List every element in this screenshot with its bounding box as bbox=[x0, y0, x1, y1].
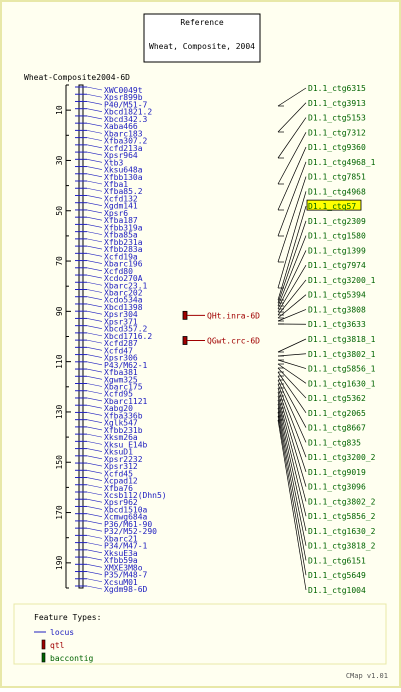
header-subtitle: Wheat, Composite, 2004 bbox=[149, 42, 255, 51]
legend-contig-swatch bbox=[42, 653, 45, 662]
locus-label[interactable]: Xgdm98-6D bbox=[104, 585, 148, 594]
contig-label[interactable]: D1.1_ctg1399 bbox=[308, 246, 366, 255]
scale-tick-label: 30 bbox=[55, 155, 64, 165]
contig-label[interactable]: D1.1_ctg2065 bbox=[308, 409, 366, 418]
contig-label[interactable]: D1.1_ctg7851 bbox=[308, 173, 366, 182]
qtl-glyph[interactable] bbox=[183, 311, 187, 319]
version-label: CMap v1.01 bbox=[346, 672, 388, 680]
scale-tick-label: 90 bbox=[55, 306, 64, 316]
scale-tick-label: 10 bbox=[55, 105, 64, 115]
contig-label[interactable]: D1.1_ctg5856_1 bbox=[308, 365, 376, 374]
contig-label[interactable]: D1.1_ctg6151 bbox=[308, 556, 366, 565]
contig-label[interactable]: D1.1_ctg9360 bbox=[308, 143, 366, 152]
header-box: Reference Wheat, Composite, 2004 bbox=[144, 14, 260, 62]
contig-label[interactable]: D1.1_ctg2309 bbox=[308, 217, 366, 226]
contig-label[interactable]: D1.1_ctg8667 bbox=[308, 424, 366, 433]
contig-label[interactable]: D1.1_ctg3808 bbox=[308, 305, 366, 314]
legend-item-label: locus bbox=[50, 628, 74, 637]
contig-label[interactable]: D1.1_ctg1630_1 bbox=[308, 379, 376, 388]
contig-label[interactable]: D1.1_ctg4968_1 bbox=[308, 158, 376, 167]
scale-tick-label: 150 bbox=[55, 455, 64, 470]
contig-label[interactable]: D1.1_ctg5649 bbox=[308, 571, 366, 580]
contig-label[interactable]: D1.1_ctg3200_2 bbox=[308, 453, 376, 462]
scale-tick-label: 110 bbox=[55, 354, 64, 369]
qtl-glyph[interactable] bbox=[183, 337, 187, 345]
map-title[interactable]: Wheat-Composite2004-6D bbox=[24, 73, 130, 82]
contig-label[interactable]: D1.1_ctg6315 bbox=[308, 84, 366, 93]
contig-label[interactable]: D1.1_ctg7312 bbox=[308, 128, 366, 137]
legend-title: Feature Types: bbox=[34, 613, 101, 622]
legend-qtl-swatch bbox=[42, 640, 45, 649]
contig-label[interactable]: D1.1_ctg7974 bbox=[308, 261, 366, 270]
contig-label[interactable]: D1.1_ctg3802_2 bbox=[308, 497, 376, 506]
scale-tick-label: 70 bbox=[55, 256, 64, 266]
qtl-label[interactable]: QHt.inra-6D bbox=[207, 311, 260, 320]
contig-label[interactable]: D1.1_ctg5153 bbox=[308, 114, 366, 123]
header-title: Reference bbox=[180, 18, 224, 27]
contig-label[interactable]: D1.1_ctg3096 bbox=[308, 483, 366, 492]
contig-label[interactable]: D1.1_ctg1004 bbox=[308, 586, 366, 595]
contig-label[interactable]: D1.1_ctg5856_2 bbox=[308, 512, 376, 521]
qtl-label[interactable]: QGwt.crc-6D bbox=[207, 337, 260, 346]
legend: Feature Types: locus qtl baccontig bbox=[14, 604, 386, 664]
contig-label[interactable]: D1.1_ctg1630_2 bbox=[308, 527, 376, 536]
scale-tick-label: 170 bbox=[55, 505, 64, 520]
scale-tick-label: 190 bbox=[55, 555, 64, 570]
contig-label[interactable]: D1.1_ctg57 bbox=[308, 202, 356, 211]
contig-label[interactable]: D1.1_ctg3913 bbox=[308, 99, 366, 108]
contig-label[interactable]: D1.1_ctg835 bbox=[308, 438, 361, 447]
contig-label[interactable]: D1.1_ctg4968 bbox=[308, 187, 366, 196]
contig-label[interactable]: D1.1_ctg1580 bbox=[308, 232, 366, 241]
legend-item-label: baccontig bbox=[50, 654, 94, 663]
chromosome-bar[interactable] bbox=[79, 85, 83, 588]
contig-label[interactable]: D1.1_ctg3802_1 bbox=[308, 350, 376, 359]
contig-label[interactable]: D1.1_ctg5362 bbox=[308, 394, 366, 403]
scale-tick-label: 50 bbox=[55, 206, 64, 216]
scale-tick-label: 130 bbox=[55, 405, 64, 420]
legend-item-label: qtl bbox=[50, 641, 65, 650]
contig-label[interactable]: D1.1_ctg3818_1 bbox=[308, 335, 376, 344]
contig-label[interactable]: D1.1_ctg5394 bbox=[308, 291, 366, 300]
contig-label[interactable]: D1.1_ctg3200_1 bbox=[308, 276, 376, 285]
contig-label[interactable]: D1.1_ctg3633 bbox=[308, 320, 366, 329]
contig-label[interactable]: D1.1_ctg9019 bbox=[308, 468, 366, 477]
contig-label[interactable]: D1.1_ctg3818_2 bbox=[308, 542, 376, 551]
legend-item-contig: baccontig bbox=[42, 653, 94, 663]
